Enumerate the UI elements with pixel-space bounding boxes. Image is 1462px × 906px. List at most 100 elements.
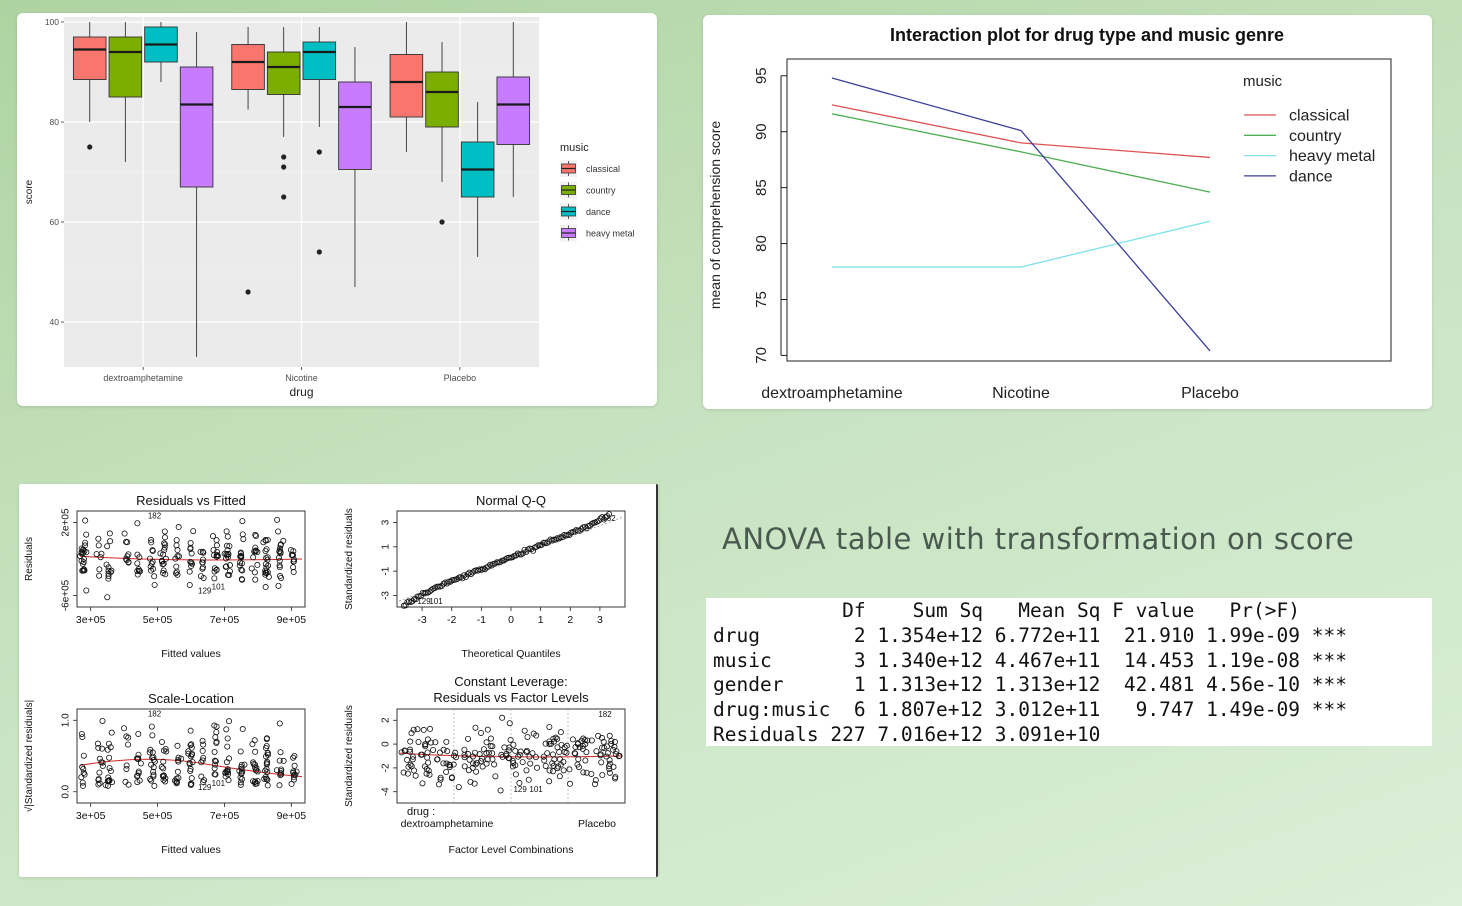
residual-point bbox=[123, 557, 130, 564]
residual-point bbox=[147, 563, 154, 570]
x-tick-label: 3e+05 bbox=[76, 614, 106, 626]
residual-point bbox=[237, 553, 244, 560]
residual-point bbox=[540, 753, 547, 760]
residual-point bbox=[265, 562, 272, 569]
panel-y-label: Standardized residuals bbox=[344, 508, 355, 610]
residual-point bbox=[491, 761, 498, 768]
y-axis-label: score bbox=[24, 179, 35, 204]
residual-point bbox=[276, 782, 283, 789]
residual-point bbox=[472, 761, 479, 768]
residual-point bbox=[134, 560, 141, 567]
residual-point bbox=[425, 759, 432, 766]
residual-point bbox=[188, 781, 195, 788]
residual-point bbox=[95, 535, 102, 542]
residual-point bbox=[188, 550, 195, 557]
residual-point bbox=[79, 734, 86, 741]
residual-point bbox=[188, 775, 195, 782]
residual-point bbox=[407, 761, 414, 768]
residual-point bbox=[211, 575, 218, 582]
residual-point bbox=[187, 558, 194, 565]
panel-x-label: Fitted values bbox=[161, 844, 221, 856]
residual-point bbox=[80, 766, 87, 773]
residual-point bbox=[400, 769, 407, 776]
residual-point bbox=[506, 744, 513, 751]
panel-y-label: √|Standardized residuals| bbox=[23, 700, 35, 812]
residual-point bbox=[451, 752, 458, 759]
residual-point bbox=[529, 750, 536, 757]
residual-point bbox=[276, 720, 283, 727]
residual-point bbox=[151, 573, 158, 580]
diagnostic-plots: Residuals vs Fitted Fitted values Residual… bbox=[23, 493, 626, 856]
residual-point bbox=[211, 552, 218, 559]
residual-point bbox=[448, 774, 455, 781]
residual-point bbox=[265, 573, 272, 580]
residual-point bbox=[263, 742, 270, 749]
residual-point bbox=[174, 553, 181, 560]
residual-point bbox=[222, 769, 229, 776]
residual-point bbox=[498, 751, 505, 758]
residual-point bbox=[264, 782, 271, 789]
residual-point bbox=[546, 778, 553, 785]
residual-point bbox=[251, 548, 258, 555]
x-tick-label: -2 bbox=[447, 614, 456, 626]
residual-point bbox=[275, 528, 282, 535]
residual-point bbox=[148, 723, 155, 730]
residual-point bbox=[288, 780, 295, 787]
residual-point bbox=[521, 727, 528, 734]
legend-label: heavy metal bbox=[586, 229, 635, 239]
residual-point bbox=[103, 561, 110, 568]
y-tick-label: 1.0 bbox=[61, 713, 72, 727]
residual-point bbox=[253, 764, 260, 771]
residual-point bbox=[108, 729, 115, 736]
residual-point bbox=[252, 767, 259, 774]
residual-point bbox=[158, 738, 165, 745]
residual-point bbox=[592, 777, 599, 784]
residual-point bbox=[483, 750, 490, 757]
series-line bbox=[831, 77, 1211, 352]
point-label: 101 bbox=[529, 785, 543, 794]
residual-point bbox=[162, 778, 169, 785]
residual-point bbox=[576, 527, 583, 534]
box bbox=[72, 36, 107, 80]
residual-point bbox=[591, 781, 598, 788]
residual-point bbox=[105, 740, 112, 747]
residual-point bbox=[290, 769, 297, 776]
residual-point bbox=[425, 767, 432, 774]
residual-point bbox=[414, 726, 421, 733]
box bbox=[266, 51, 301, 95]
outlier-point bbox=[281, 194, 287, 200]
residual-point bbox=[446, 761, 453, 768]
box bbox=[425, 71, 459, 128]
y-tick-label: 2e+05 bbox=[61, 508, 72, 537]
residual-point bbox=[239, 531, 246, 538]
residual-point bbox=[516, 780, 523, 787]
x-tick-label: 3 bbox=[597, 614, 603, 626]
residual-point bbox=[474, 567, 481, 574]
residual-point bbox=[583, 769, 590, 776]
residual-point bbox=[443, 760, 450, 767]
residual-point bbox=[149, 548, 156, 555]
residual-point bbox=[211, 765, 218, 772]
residual-point bbox=[148, 761, 155, 768]
residual-point bbox=[569, 736, 576, 743]
residual-point bbox=[478, 566, 485, 573]
residual-point bbox=[421, 763, 428, 770]
residual-point bbox=[469, 753, 476, 760]
residual-point bbox=[212, 734, 219, 741]
residual-point bbox=[615, 753, 622, 760]
residual-point bbox=[213, 567, 220, 574]
residual-point bbox=[492, 560, 499, 567]
residual-point bbox=[443, 580, 450, 587]
residual-point bbox=[213, 542, 220, 549]
residual-point bbox=[98, 550, 105, 557]
residual-point bbox=[214, 551, 221, 558]
residual-point bbox=[174, 742, 181, 749]
residual-point bbox=[148, 567, 155, 574]
residual-point bbox=[96, 572, 103, 579]
residual-point bbox=[461, 572, 468, 579]
box bbox=[179, 66, 214, 188]
x-tick-label: dextroamphetamine bbox=[761, 385, 903, 402]
residual-point bbox=[597, 752, 604, 759]
residual-point bbox=[487, 735, 494, 742]
residual-point bbox=[135, 751, 142, 758]
